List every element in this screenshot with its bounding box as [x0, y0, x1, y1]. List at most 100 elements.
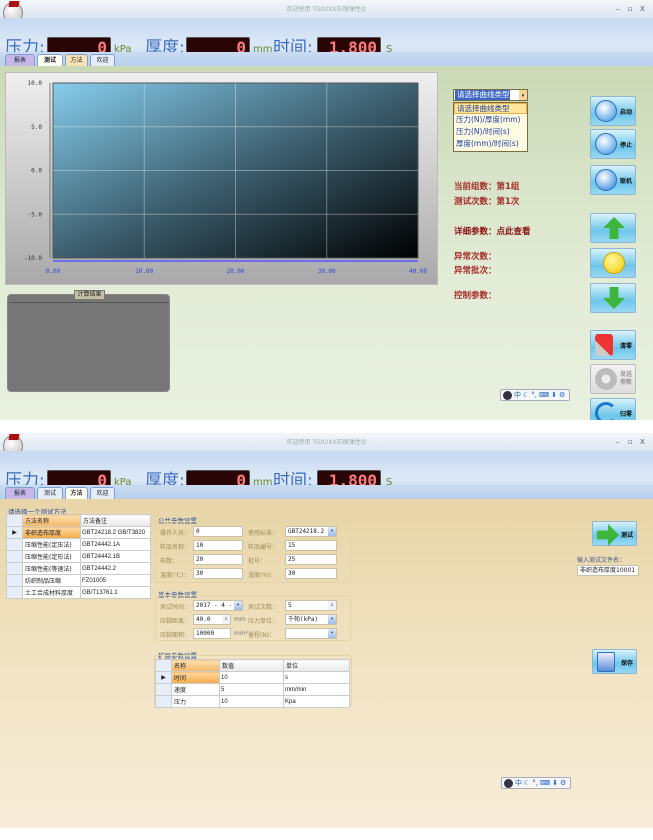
curve-type-select[interactable]: 请选择曲线类型 ▾ — [453, 89, 528, 101]
ime-item[interactable]: ⬇ — [551, 391, 557, 399]
column-header[interactable]: 名称 — [171, 659, 220, 672]
ime-item[interactable]: °, — [532, 779, 539, 787]
table-cell[interactable]: 非织造布厚度 — [22, 526, 81, 539]
spinner-icon[interactable]: ⇕ — [328, 601, 336, 610]
curve-option[interactable]: 请选择曲线类型 — [454, 103, 527, 114]
table-cell[interactable]: 压缩性能(定形法) — [22, 550, 81, 563]
field-input[interactable]: 5 ⇕ — [285, 600, 337, 611]
column-header[interactable]: 方法备注 — [80, 514, 151, 527]
field-input[interactable]: 30 — [285, 568, 337, 579]
button-归零[interactable]: 归零 — [590, 398, 636, 420]
table-cell[interactable]: 速度 — [171, 683, 220, 696]
table-cell[interactable]: FZ01005 — [80, 574, 151, 587]
column-header[interactable]: 单位 — [283, 659, 350, 672]
save-button[interactable]: 保存 — [592, 649, 637, 674]
close-button[interactable]: X — [640, 438, 645, 446]
tab-report[interactable]: 报表 — [5, 487, 35, 499]
button-arrow-down[interactable] — [590, 283, 636, 313]
button-启动[interactable]: 启动 — [590, 96, 636, 126]
field-input[interactable]: 10000 — [193, 628, 231, 639]
table-cell[interactable]: 10 — [219, 671, 284, 684]
table-cell[interactable]: mm/min — [283, 683, 350, 696]
close-button[interactable]: X — [640, 5, 645, 13]
field-input[interactable]: 2017 - 4 - 1 ▾ — [193, 600, 243, 611]
spinner-icon[interactable]: ⇕ — [222, 615, 230, 624]
minimize-button[interactable]: – — [616, 5, 620, 13]
field-input[interactable]: 10 — [193, 540, 243, 551]
ime-item[interactable]: ⬇ — [552, 779, 558, 787]
ime-toolbar[interactable]: 中 ☾ °, ⌨ ⬇ ⚙ — [500, 389, 571, 401]
curve-option[interactable]: 压力(N)/时间(s) — [456, 127, 510, 136]
table-cell[interactable]: 时间 — [171, 671, 220, 684]
table-cell[interactable]: GBT24218.2 GB/T3820 — [80, 526, 151, 539]
tab-welcome[interactable]: 欢迎 — [90, 54, 115, 66]
button-yellow-circle[interactable] — [590, 248, 636, 278]
chevron-down-icon[interactable]: ▾ — [328, 527, 336, 536]
button-arrow-up[interactable] — [590, 213, 636, 243]
ime-item[interactable]: ⚙ — [559, 391, 566, 399]
chevron-down-icon[interactable]: ▾ — [234, 601, 242, 610]
table-row[interactable]: ▶ 非织造布厚度 GBT24218.2 GB/T3820 — [6, 526, 151, 539]
table-row[interactable]: 纺织制品压缩 FZ01005 — [6, 574, 151, 587]
table-row[interactable]: 压缩性能(定压法) GBT24442.1A — [6, 538, 151, 551]
field-input[interactable]: GBT24218.2 GB/▾ — [285, 526, 337, 537]
ime-item[interactable]: 中 — [515, 779, 522, 787]
minimize-button[interactable]: – — [616, 438, 620, 446]
tab-test[interactable]: 测试 — [37, 54, 63, 66]
table-row[interactable]: 压缩性能(定形法) GBT24442.1B — [6, 550, 151, 563]
table-row[interactable]: ▶ 时间 10 s — [155, 671, 350, 684]
table-cell[interactable]: 土工合成材料厚度 — [22, 586, 81, 599]
table-row[interactable]: 压缩性能(等速法) GBT24442.2 — [6, 562, 151, 575]
chevron-down-icon[interactable]: ▾ — [328, 615, 336, 624]
curve-option[interactable]: 压力(N)/厚度(mm) — [456, 115, 521, 124]
table-cell[interactable]: GBT24442.1A — [80, 538, 151, 551]
table-cell[interactable]: 纺织制品压缩 — [22, 574, 81, 587]
column-header[interactable]: 方法名称 — [22, 514, 81, 527]
ime-item[interactable]: ⌨ — [540, 779, 551, 787]
table-row[interactable]: 压力 10 Kpa — [155, 695, 350, 708]
ime-item[interactable]: ☾ — [523, 391, 530, 399]
table-cell[interactable]: 10 — [219, 695, 284, 708]
table-row[interactable]: 土工合成材料厚度 GB/T13761.1 — [6, 586, 151, 599]
ime-toolbar[interactable]: 中 ☾ °, ⌨ ⬇ ⚙ — [501, 777, 572, 789]
ime-item[interactable]: ☾ — [524, 779, 531, 787]
table-cell[interactable]: GBT24442.2 — [80, 562, 151, 575]
tab-method[interactable]: 方法 — [65, 54, 88, 66]
table-cell[interactable]: GB/T13761.1 — [80, 586, 151, 599]
ime-item[interactable]: 中 — [514, 391, 521, 399]
button-清零[interactable]: 清零 — [590, 330, 636, 360]
maximize-button[interactable]: ▫ — [628, 5, 633, 13]
button-联机[interactable]: 联机 — [590, 165, 636, 195]
field-input[interactable]: 25 — [285, 554, 337, 565]
table-cell[interactable]: 压力 — [171, 695, 220, 708]
curve-option[interactable]: 厚度(mm)/时间(s) — [456, 139, 519, 148]
field-input[interactable]: 30 — [193, 568, 243, 579]
tab-welcome[interactable]: 欢迎 — [90, 487, 115, 499]
detail-params-label[interactable]: 详细参数：点此查看 — [454, 227, 531, 237]
column-header[interactable]: 数值 — [219, 659, 284, 672]
button-发送参数[interactable]: 发送参数 — [590, 364, 636, 394]
button-停止[interactable]: 停止 — [590, 129, 636, 159]
ime-item[interactable]: ⚙ — [560, 779, 567, 787]
maximize-button[interactable]: ▫ — [628, 438, 633, 446]
ime-item[interactable]: ⌨ — [539, 391, 550, 399]
field-input[interactable]: 20 — [193, 554, 243, 565]
tab-test[interactable]: 测试 — [37, 487, 63, 499]
table-cell[interactable]: 5 — [219, 683, 284, 696]
field-input[interactable]: ▾ — [285, 628, 337, 639]
tab-report[interactable]: 报表 — [5, 54, 35, 66]
table-cell[interactable]: 压缩性能(定压法) — [22, 538, 81, 551]
field-input[interactable]: 40.0 ⇕ — [193, 614, 231, 625]
table-cell[interactable]: Kpa — [283, 695, 350, 708]
chevron-down-icon[interactable]: ▾ — [328, 629, 336, 638]
chevron-down-icon[interactable]: ▾ — [519, 90, 527, 100]
table-cell[interactable]: s — [283, 671, 350, 684]
field-input[interactable]: 0 — [193, 526, 243, 537]
table-row[interactable]: 速度 5 mm/min — [155, 683, 350, 696]
table-cell[interactable]: GBT24442.1B — [80, 550, 151, 563]
test-button[interactable]: 测试 — [592, 521, 637, 546]
field-input[interactable]: 千帕(kPa) ▾ — [285, 614, 337, 625]
field-input[interactable]: 15 — [285, 540, 337, 551]
tab-method[interactable]: 方法 — [65, 487, 88, 499]
ime-item[interactable]: °, — [531, 391, 538, 399]
